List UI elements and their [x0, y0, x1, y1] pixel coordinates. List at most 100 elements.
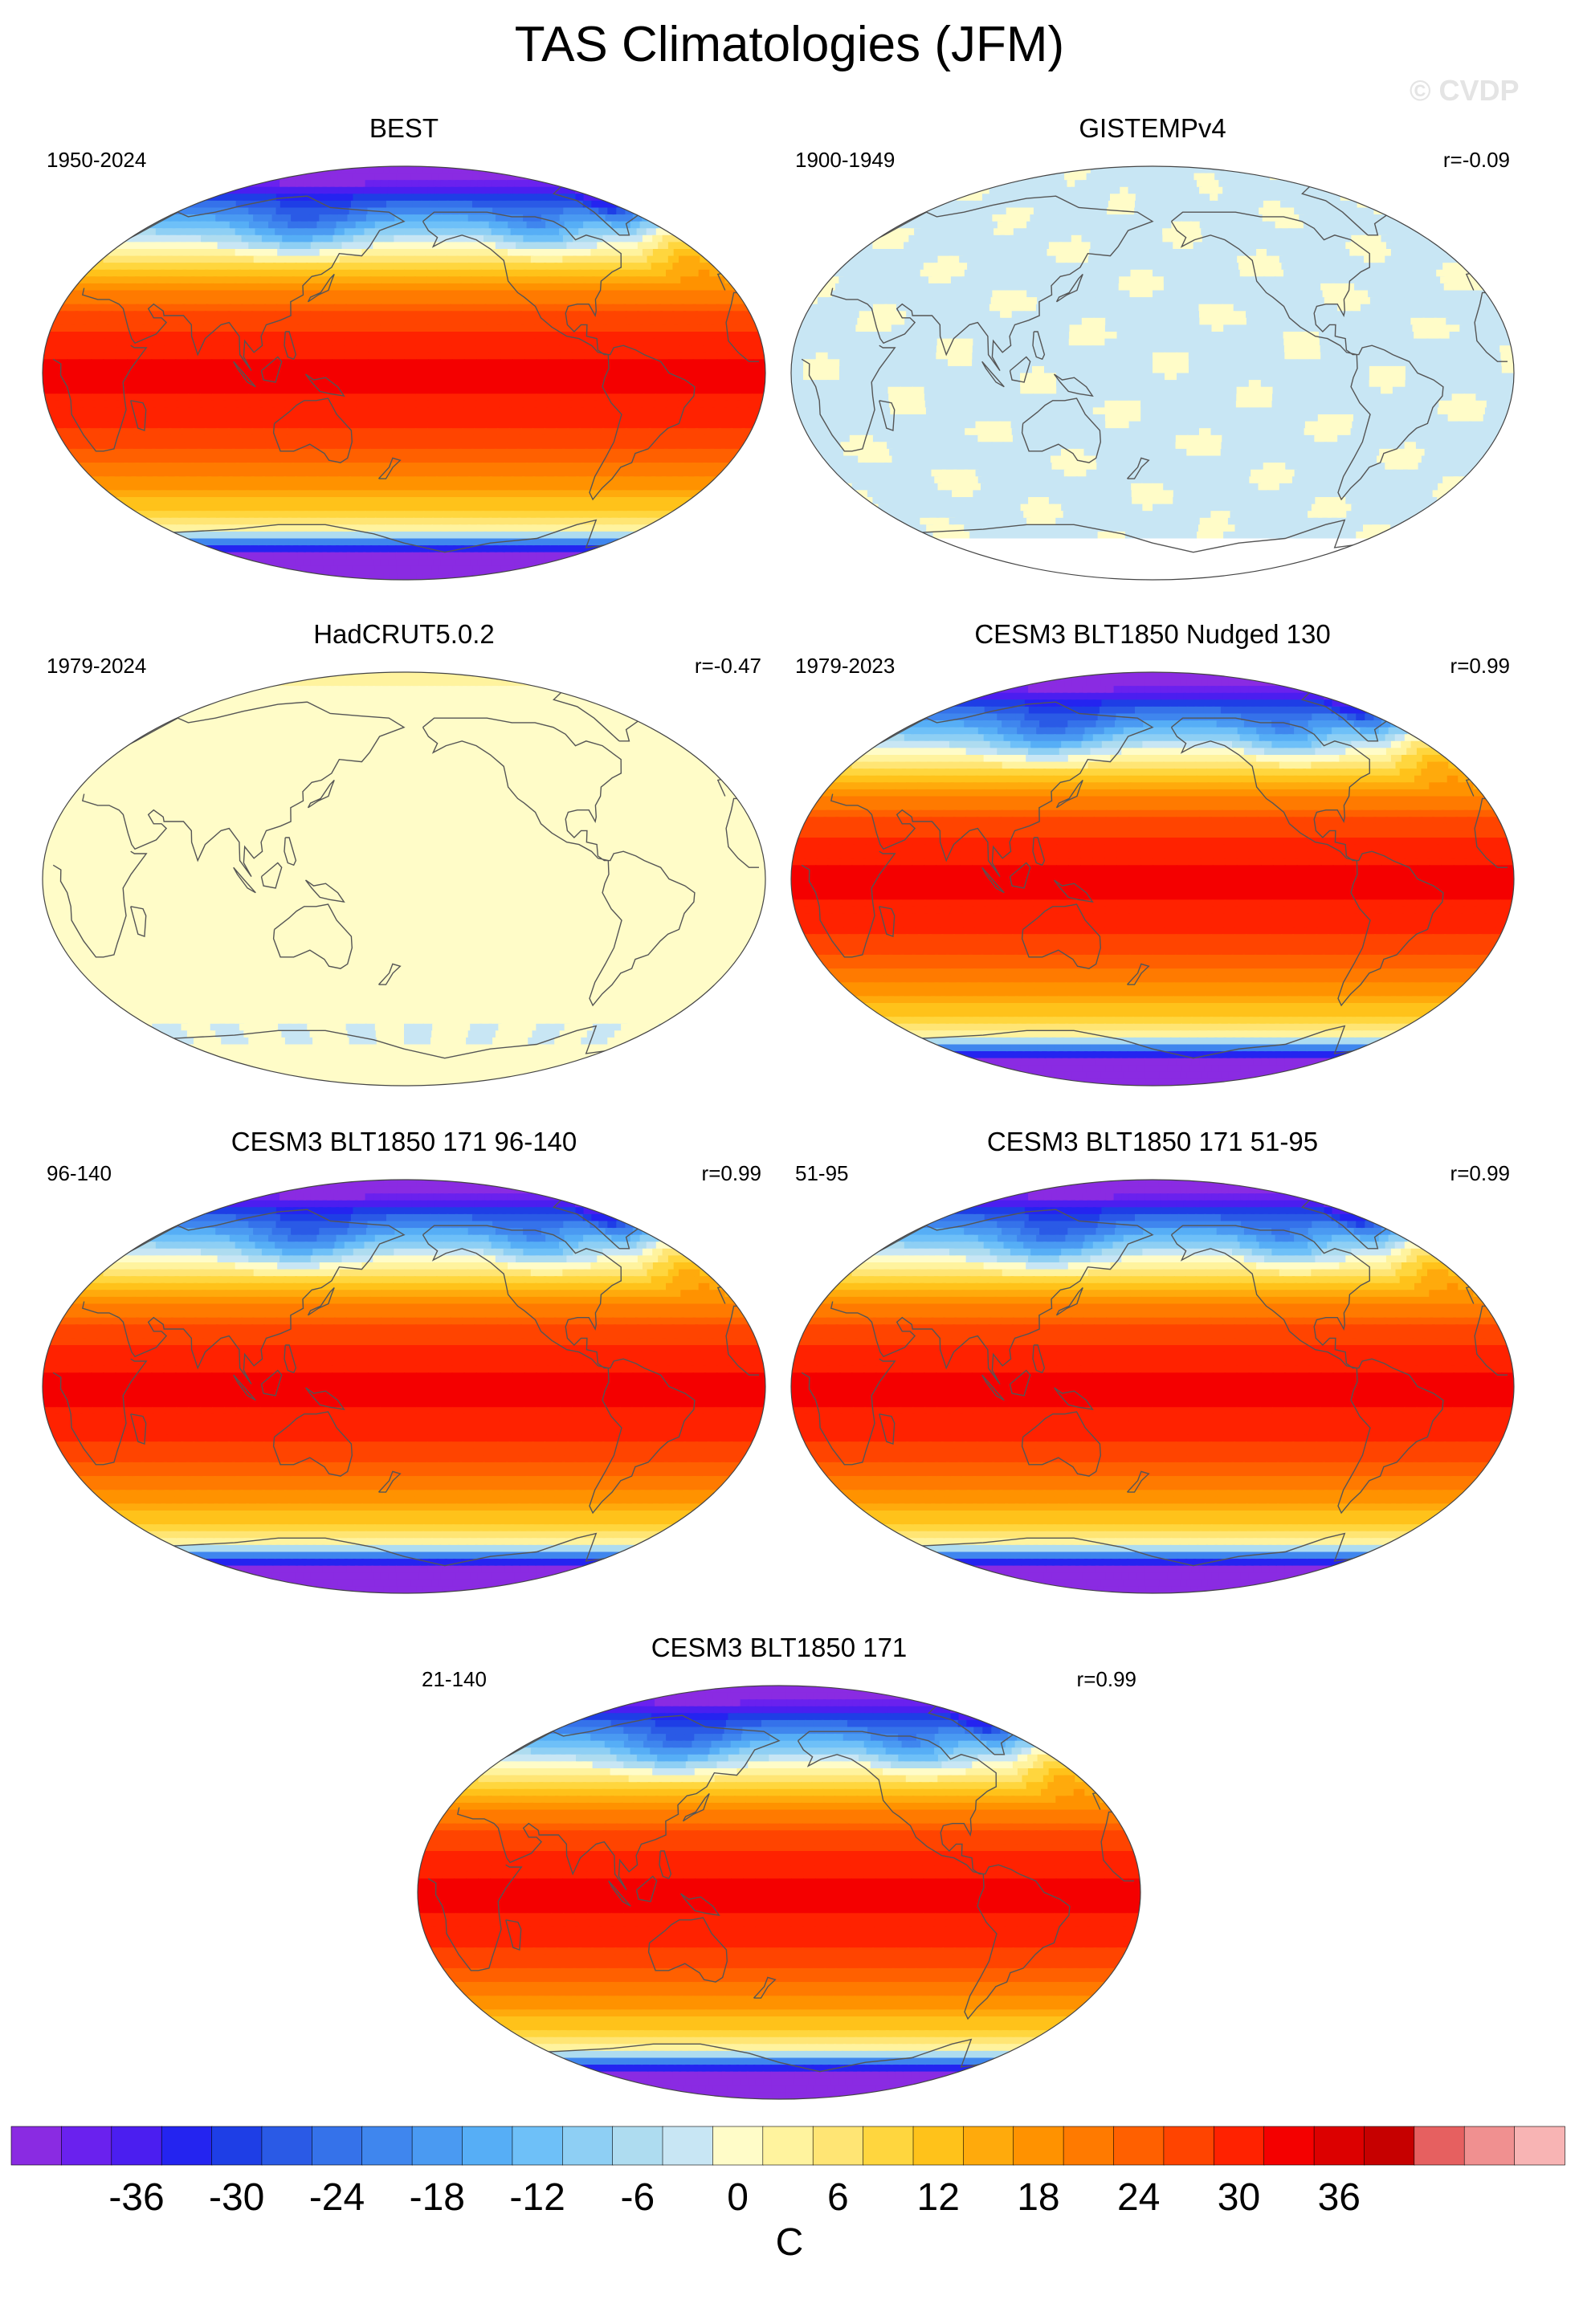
temperature-cell	[470, 221, 483, 230]
temperature-cell	[103, 380, 116, 388]
temperature-cell	[321, 311, 335, 319]
temperature-cell	[1397, 311, 1412, 319]
temperature-cell	[512, 352, 525, 361]
temperature-cell	[238, 269, 252, 278]
temperature-cell	[1414, 269, 1430, 278]
temperature-cell	[728, 365, 742, 374]
temperature-cell	[986, 269, 1001, 278]
temperature-cell	[499, 407, 512, 415]
temperature-cell	[186, 263, 201, 271]
temperature-cell	[426, 304, 440, 312]
temperature-cell	[1222, 234, 1234, 243]
temperature-cell	[1255, 166, 1271, 174]
temperature-cell	[438, 173, 449, 181]
temperature-cell	[1332, 255, 1347, 263]
temperature-cell	[455, 166, 467, 174]
temperature-cell	[1362, 276, 1377, 284]
temperature-cell	[442, 573, 453, 580]
temperature-cell	[1373, 276, 1389, 284]
temperature-cell	[887, 297, 902, 305]
temperature-cell	[218, 200, 235, 209]
temperature-cell	[242, 173, 260, 181]
temperature-cell	[269, 242, 283, 250]
temperature-cell	[366, 214, 377, 222]
temperature-cell	[275, 207, 290, 215]
temperature-cell	[353, 194, 364, 202]
temperature-cell	[483, 504, 496, 512]
temperature-cell	[404, 476, 416, 484]
temperature-cell	[422, 166, 433, 174]
temperature-cell	[436, 263, 449, 271]
temperature-cell	[124, 497, 141, 505]
temperature-cell	[271, 359, 285, 367]
temperature-cell	[562, 234, 577, 243]
temperature-cell	[542, 194, 558, 202]
temperature-cell	[169, 428, 184, 436]
temperature-cell	[254, 297, 267, 305]
temperature-cell	[1391, 207, 1410, 215]
temperature-cell	[500, 380, 513, 388]
temperature-cell	[1257, 311, 1271, 319]
temperature-cell	[1410, 234, 1428, 243]
temperature-cell	[455, 249, 468, 257]
temperature-cell	[1089, 249, 1102, 257]
temperature-cell	[879, 263, 896, 271]
temperature-cell	[1042, 207, 1056, 215]
temperature-cell	[594, 332, 608, 340]
temperature-cell	[290, 455, 304, 463]
temperature-cell	[361, 545, 373, 553]
temperature-cell	[460, 290, 474, 298]
temperature-cell	[708, 421, 724, 429]
temperature-cell	[1361, 234, 1377, 243]
temperature-cell	[141, 332, 156, 340]
temperature-cell	[608, 373, 622, 381]
temperature-cell	[637, 311, 651, 319]
temperature-cell	[249, 469, 263, 478]
temperature-cell	[560, 365, 573, 374]
temperature-cell	[1002, 255, 1016, 263]
temperature-cell	[752, 352, 765, 361]
temperature-cell	[231, 234, 246, 243]
temperature-cell	[91, 373, 104, 381]
temperature-cell	[1208, 283, 1222, 292]
temperature-cell	[588, 511, 604, 519]
temperature-cell	[360, 173, 370, 181]
temperature-cell	[392, 373, 405, 381]
temperature-cell	[583, 455, 598, 463]
temperature-cell	[358, 455, 371, 463]
temperature-cell	[1267, 207, 1282, 215]
temperature-cell	[573, 504, 588, 512]
temperature-cell	[1119, 269, 1132, 278]
temperature-cell	[224, 490, 239, 498]
temperature-cell	[463, 559, 475, 567]
temperature-cell	[199, 552, 218, 561]
temperature-cell	[479, 476, 492, 484]
temperature-cell	[1357, 290, 1371, 298]
temperature-cell	[1238, 263, 1251, 271]
temperature-cell	[80, 345, 94, 353]
temperature-cell	[80, 338, 95, 346]
temperature-cell	[345, 304, 359, 312]
temperature-cell	[600, 469, 615, 478]
temperature-cell	[413, 207, 423, 215]
temperature-cell	[205, 269, 219, 278]
temperature-cell	[973, 228, 989, 236]
temperature-cell	[295, 559, 309, 567]
temperature-cell	[605, 414, 618, 422]
temperature-cell	[534, 194, 550, 202]
temperature-cell	[1357, 194, 1375, 202]
temperature-cell	[175, 386, 189, 395]
temperature-cell	[404, 469, 416, 478]
temperature-cell	[614, 524, 631, 532]
temperature-cell	[426, 434, 440, 443]
temperature-cell	[212, 565, 233, 574]
temperature-cell	[893, 242, 910, 250]
temperature-cell	[656, 365, 670, 374]
temperature-cell	[634, 531, 652, 540]
temperature-cell	[357, 311, 370, 319]
temperature-cell	[724, 442, 741, 450]
temperature-cell	[239, 428, 254, 436]
temperature-cell	[1303, 207, 1318, 215]
temperature-cell	[969, 234, 985, 243]
temperature-cell	[1249, 228, 1263, 236]
